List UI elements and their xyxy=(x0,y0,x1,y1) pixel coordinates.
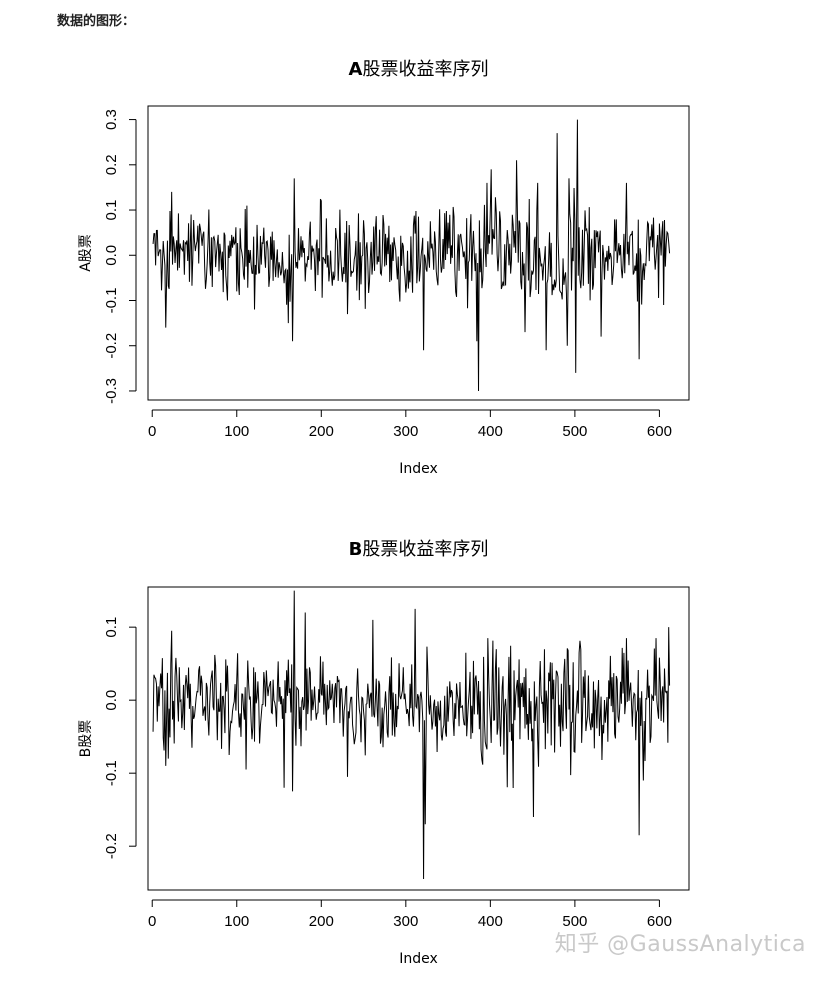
plot-frame xyxy=(147,586,690,891)
y-tick-label: 0.0 xyxy=(103,690,120,711)
plot-frame xyxy=(147,105,690,401)
y-tick-label: -0.3 xyxy=(103,378,120,404)
y-axis-label: B股票 xyxy=(78,720,94,758)
chart-title: A股票收益率序列 xyxy=(349,59,489,80)
x-tick-label: 400 xyxy=(478,913,503,930)
y-tick-label: -0.1 xyxy=(103,760,120,786)
y-tick-label: 0.0 xyxy=(103,245,120,266)
x-tick-label: 200 xyxy=(309,913,334,930)
x-tick-label: 0 xyxy=(148,423,156,440)
x-tick-label: 100 xyxy=(224,913,249,930)
y-tick-label: -0.1 xyxy=(103,288,120,314)
y-tick-label: 0.1 xyxy=(103,200,120,221)
section-heading: 数据的图形： xyxy=(57,14,136,29)
x-tick-label: 200 xyxy=(309,423,334,440)
x-tick-label: 100 xyxy=(224,423,249,440)
y-tick-label: -0.2 xyxy=(103,833,120,859)
x-tick-label: 300 xyxy=(393,423,418,440)
x-tick-label: 400 xyxy=(478,423,503,440)
chart-a: A股票收益率序列 0 100 200 300 400 500 600 Index -0.3 -0.2… xyxy=(78,59,690,477)
series-line xyxy=(152,119,671,391)
y-axis-label: A股票 xyxy=(78,234,94,272)
x-axis-label: Index xyxy=(399,951,438,967)
watermark: 知乎 @GaussAnalytica xyxy=(554,932,806,957)
chart-title-letter: A xyxy=(349,59,363,80)
chart-b: B股票收益率序列 0 100 200 300 400 500 600 Index -0.2 -0.1… xyxy=(78,539,690,967)
x-tick-label: 500 xyxy=(562,423,587,440)
x-tick-label: 300 xyxy=(393,913,418,930)
x-tick-label: 500 xyxy=(562,913,587,930)
chart-title-letter: B xyxy=(349,539,363,560)
x-axis-label: Index xyxy=(399,461,438,477)
series-line xyxy=(152,590,671,880)
x-tick-label: 600 xyxy=(647,913,672,930)
x-tick-label: 0 xyxy=(148,913,156,930)
chart-title-text: 股票收益率序列 xyxy=(362,59,488,80)
y-tick-label: 0.1 xyxy=(103,617,120,638)
chart-title: B股票收益率序列 xyxy=(349,539,489,560)
y-tick-label: 0.2 xyxy=(103,154,120,175)
y-tick-label: -0.2 xyxy=(103,333,120,359)
chart-title-text: 股票收益率序列 xyxy=(362,539,488,560)
x-tick-label: 600 xyxy=(647,423,672,440)
y-tick-label: 0.3 xyxy=(103,109,120,130)
